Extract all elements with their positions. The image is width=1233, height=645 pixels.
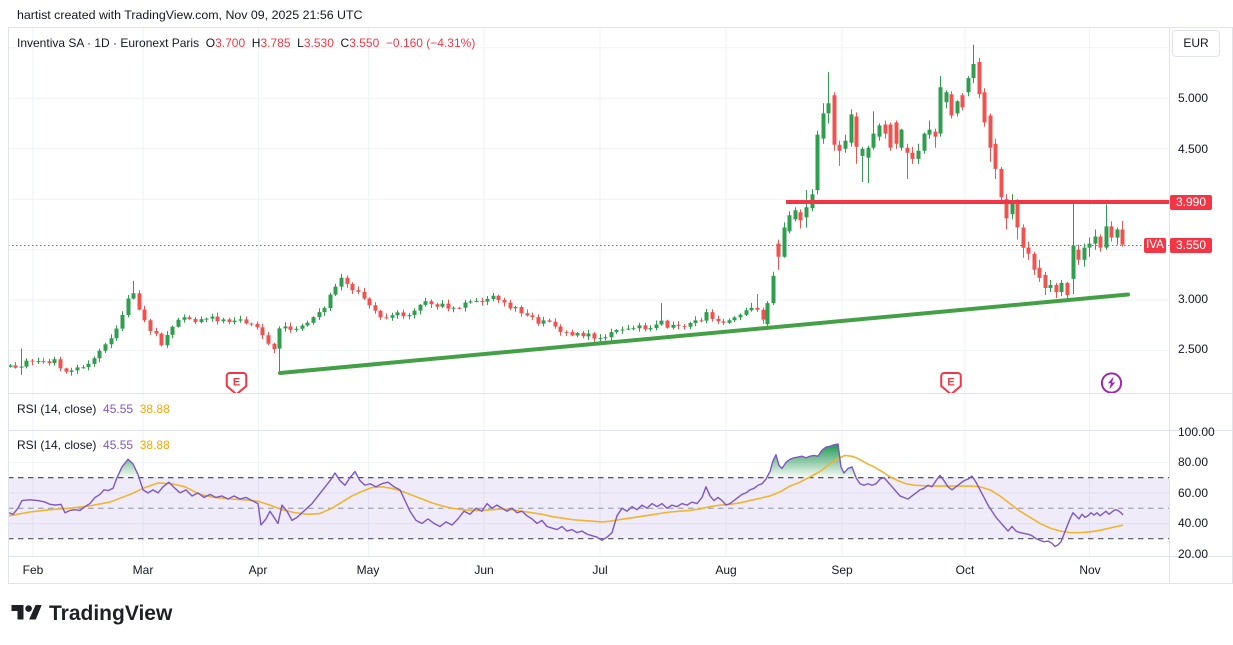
svg-text:E: E — [947, 377, 954, 389]
svg-text:E: E — [233, 377, 240, 389]
